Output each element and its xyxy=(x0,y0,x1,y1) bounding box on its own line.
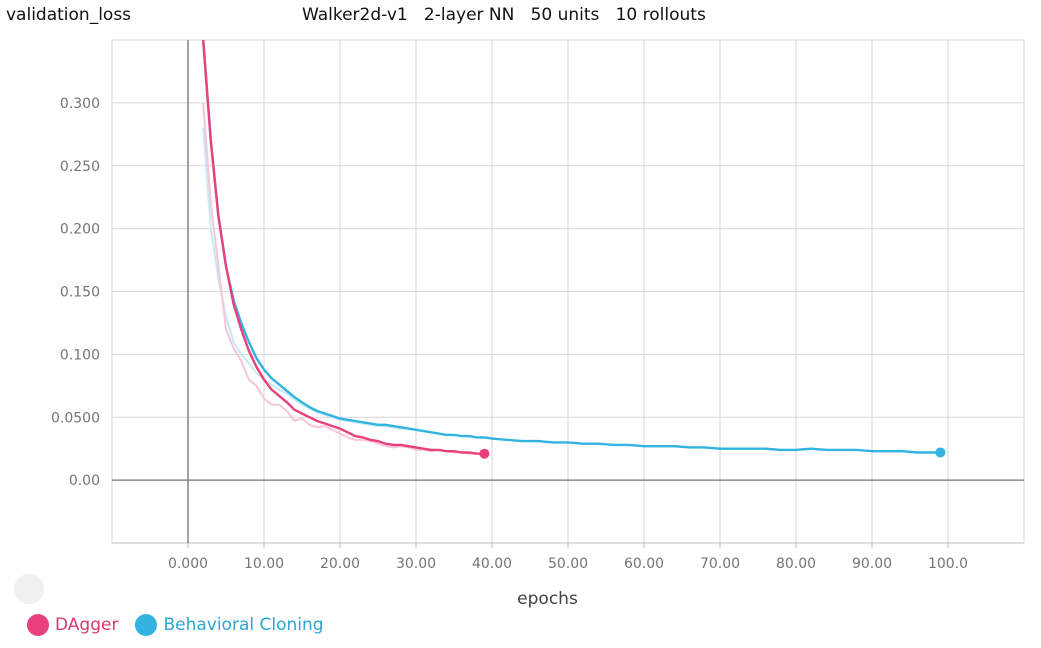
legend-label-dagger: DAgger xyxy=(55,615,119,635)
series-end-point xyxy=(479,448,490,459)
x-tick-label: 80.00 xyxy=(776,556,816,572)
legend-item-dagger[interactable]: DAgger xyxy=(27,614,118,636)
x-tick-label: 20.00 xyxy=(320,556,360,572)
x-tick-label: 60.00 xyxy=(624,556,664,572)
x-tick-label: 70.00 xyxy=(700,556,740,572)
line-chart: 0.00 0.0500 0.100 0.150 0.200 0.250 0.300 0.000… xyxy=(51,39,1025,572)
dagger-dot-icon xyxy=(27,614,49,636)
series-line xyxy=(202,40,941,454)
series-lines xyxy=(202,40,946,459)
x-axis-label: epochs xyxy=(517,589,578,609)
x-tick-label: 90.00 xyxy=(852,556,892,572)
x-tick-label: 10.00 xyxy=(244,556,284,572)
legend-item-behavioral-cloning[interactable]: Behavioral Cloning xyxy=(135,614,324,636)
series-end-point xyxy=(935,447,946,458)
y-tick-label: 0.00 xyxy=(69,473,100,489)
x-tick-label: 0.000 xyxy=(168,556,208,572)
x-tick-label: 30.00 xyxy=(396,556,436,572)
behavioral-cloning-dot-icon xyxy=(135,614,158,636)
x-tick-label: 50.00 xyxy=(548,556,588,572)
raw-series-line xyxy=(202,102,485,456)
metric-label: validation_loss xyxy=(6,5,132,25)
legend-label-behavioral-cloning: Behavioral Cloning xyxy=(163,615,324,635)
legend: DAgger Behavioral Cloning xyxy=(27,614,341,636)
y-tick-label: 0.200 xyxy=(60,222,100,238)
y-tick-label: 0.0500 xyxy=(51,410,100,426)
raw-series-line xyxy=(202,127,941,454)
grid-lines xyxy=(111,39,1025,548)
axes xyxy=(112,40,1024,543)
y-tick-label: 0.100 xyxy=(60,347,100,363)
y-tick-label: 0.150 xyxy=(60,285,100,301)
y-tick-label: 0.300 xyxy=(60,96,100,112)
y-tick-label: 0.250 xyxy=(60,159,100,175)
x-tick-label: 100.0 xyxy=(928,556,968,572)
faint-circle-icon xyxy=(14,574,44,604)
tick-labels: 0.00 0.0500 0.100 0.150 0.200 0.250 0.300 0.000… xyxy=(51,96,968,572)
series-line xyxy=(202,40,485,455)
chart-title: Walker2d-v1 2-layer NN 50 units 10 rollo… xyxy=(302,5,706,25)
x-tick-label: 40.00 xyxy=(472,556,512,572)
